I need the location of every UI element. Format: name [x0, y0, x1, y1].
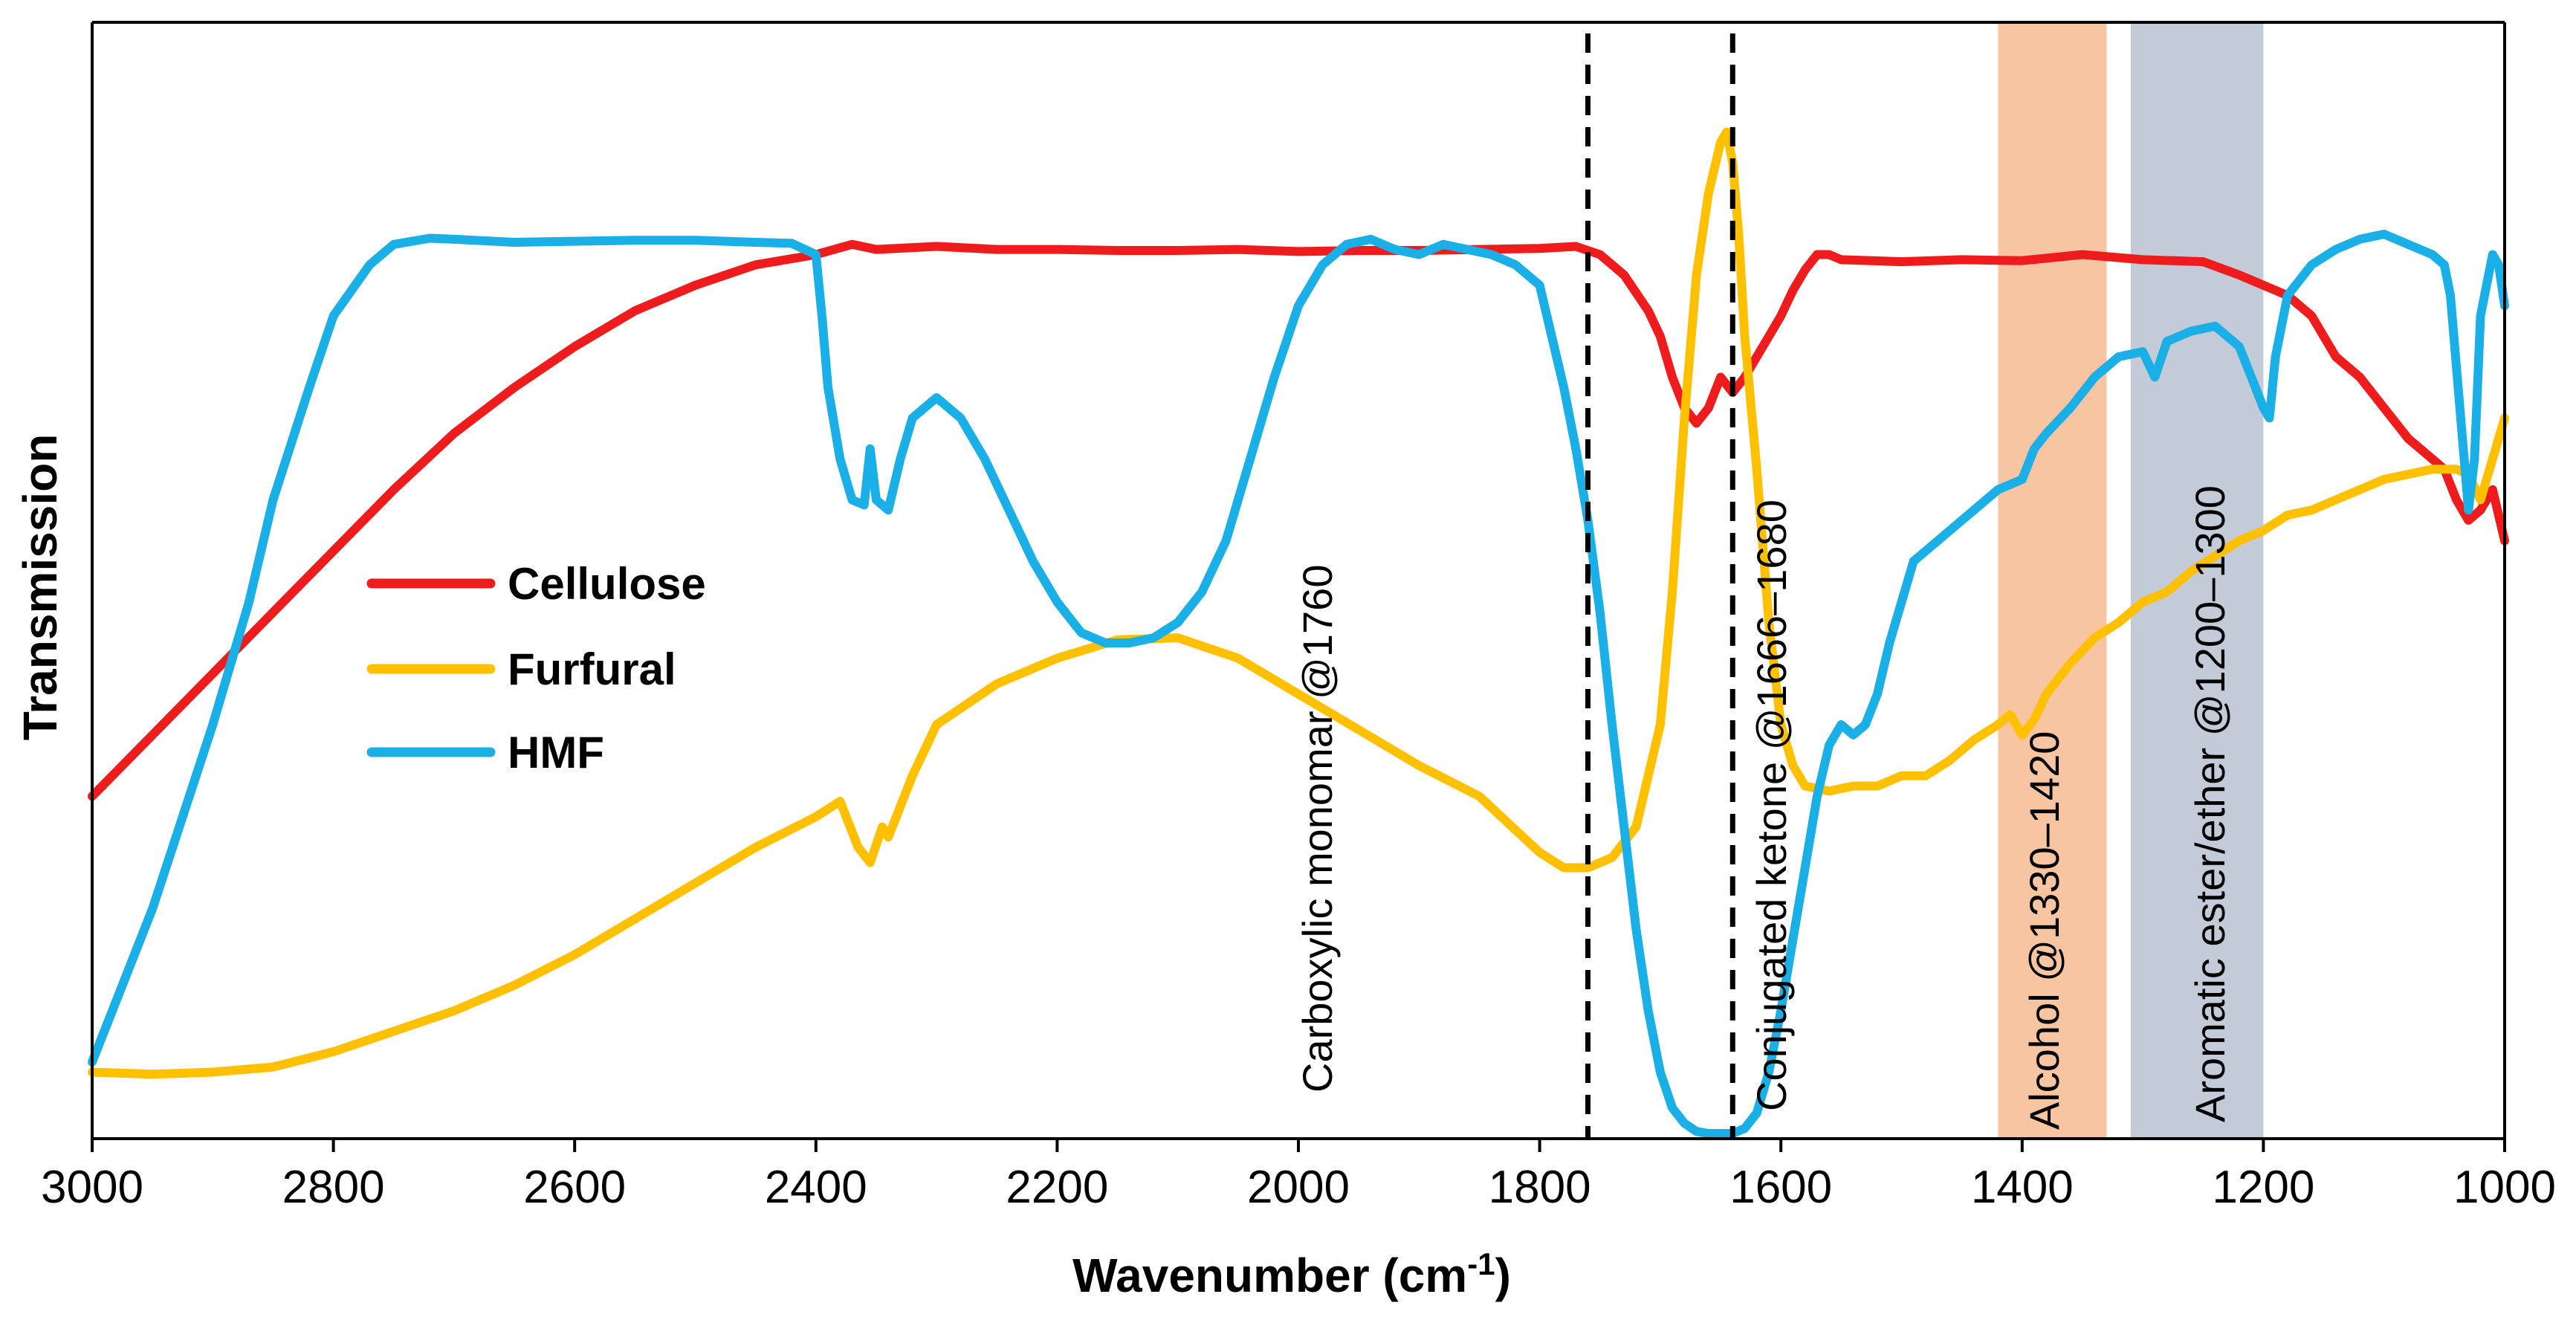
- annotation-label-2: Alcohol @1330–1420: [2021, 731, 2068, 1130]
- x-tick-label: 2000: [1247, 1162, 1350, 1213]
- annotation-label-1: Conjugated ketone @1666–1680: [1748, 499, 1795, 1111]
- x-tick-label: 2200: [1006, 1162, 1108, 1213]
- x-tick-label: 2400: [765, 1162, 867, 1213]
- y-axis-title: Transmission: [13, 434, 67, 741]
- annotation-label-0: Carboxylic monomar @1760: [1294, 565, 1341, 1093]
- x-axis-title-end: ): [1495, 1249, 1511, 1302]
- annotation-label-3: Aromatic ester/ether @1200–1300: [2187, 485, 2233, 1122]
- band-1: [2130, 22, 2264, 1139]
- x-axis-title-main: Wavenumber (cm: [1072, 1249, 1467, 1302]
- plot-axes: 3000 2800 2600 2400 2200 2000 1800 1600 1400 1200…: [41, 21, 2556, 1213]
- x-tick-label: 1400: [1971, 1162, 2074, 1213]
- highlight-bands: [1998, 22, 2264, 1139]
- x-tick-label: 2600: [523, 1162, 626, 1213]
- x-tick-label: 1800: [1489, 1162, 1591, 1213]
- x-tick-label: 2800: [282, 1162, 385, 1213]
- series-line-furfural: [88, 127, 2509, 1079]
- legend-label-cellulose: Cellulose: [508, 559, 706, 609]
- series-lines: [88, 127, 2509, 1138]
- annotation-labels: Carboxylic monomar @1760 Conjugated keton…: [1294, 485, 2233, 1130]
- x-axis-title-sup: -1: [1467, 1246, 1495, 1281]
- x-tick-label: 1600: [1729, 1162, 1832, 1213]
- x-tick-label: 3000: [41, 1162, 143, 1213]
- x-tick-label: 1000: [2453, 1162, 2556, 1213]
- series-line-cellulose: [88, 239, 2509, 801]
- reference-lines: [1585, 33, 1735, 1139]
- legend-label-furfural: Furfural: [508, 644, 676, 694]
- band-0: [1998, 22, 2107, 1139]
- legend-label-hmf: HMF: [508, 728, 604, 777]
- series-line-hmf: [88, 230, 2509, 1138]
- x-tick-label: 1200: [2212, 1162, 2314, 1213]
- x-axis-title: Wavenumber (cm-1): [1072, 1246, 1511, 1303]
- legend: Cellulose Furfural HMF: [366, 559, 706, 777]
